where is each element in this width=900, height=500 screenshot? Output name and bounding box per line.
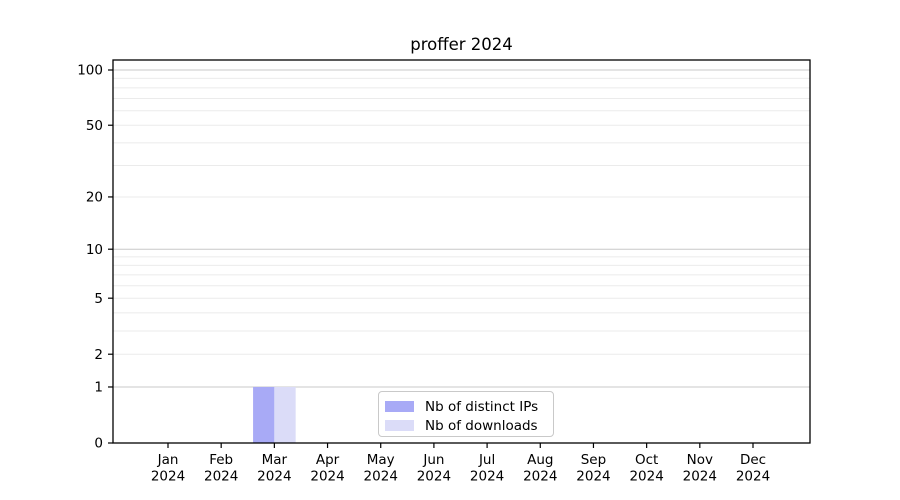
x-tick-label-may: May (367, 452, 395, 468)
x-tick-label-aug: Aug (527, 452, 553, 468)
x-tick-year-may: 2024 (364, 469, 398, 485)
x-tick-year-jul: 2024 (470, 469, 504, 485)
x-tick-label-sep: Sep (581, 452, 606, 468)
x-tick-label-apr: Apr (316, 452, 340, 468)
x-tick-label-jan: Jan (157, 452, 179, 468)
x-tick-label-jul: Jul (478, 452, 495, 468)
legend-label-distinct-ips: Nb of distinct IPs (425, 398, 539, 415)
legend-label-downloads: Nb of downloads (425, 417, 538, 434)
legend-item-distinct-ips: Nb of distinct IPs (385, 397, 553, 416)
bar-nb-of-distinct-ips-mar (253, 386, 275, 443)
chart-title: proffer 2024 (410, 35, 513, 54)
y-tick-label-5: 5 (94, 291, 103, 307)
x-tick-label-dec: Dec (740, 452, 766, 468)
x-tick-year-sep: 2024 (576, 469, 610, 485)
legend: Nb of distinct IPs Nb of downloads (378, 391, 554, 437)
y-tick-label-10: 10 (86, 242, 103, 258)
legend-swatch-distinct-ips (385, 401, 414, 412)
x-tick-year-dec: 2024 (736, 469, 770, 485)
y-tick-label-0: 0 (94, 436, 103, 452)
y-tick-label-2: 2 (94, 347, 103, 363)
legend-swatch-downloads (385, 420, 414, 431)
x-tick-label-jun: Jun (422, 452, 444, 468)
x-tick-year-mar: 2024 (257, 469, 291, 485)
x-tick-year-feb: 2024 (204, 469, 238, 485)
x-tick-year-apr: 2024 (310, 469, 344, 485)
y-tick-label-50: 50 (86, 118, 103, 134)
bar-nb-of-downloads-mar (274, 386, 296, 443)
x-tick-year-nov: 2024 (683, 469, 717, 485)
legend-item-downloads: Nb of downloads (385, 416, 553, 435)
y-tick-label-1: 1 (94, 380, 103, 396)
x-tick-year-jan: 2024 (151, 469, 185, 485)
x-tick-label-feb: Feb (209, 452, 233, 468)
x-tick-label-oct: Oct (635, 452, 658, 468)
x-tick-label-mar: Mar (262, 452, 288, 468)
x-tick-year-jun: 2024 (417, 469, 451, 485)
y-tick-label-20: 20 (86, 190, 103, 206)
y-tick-label-100: 100 (77, 63, 103, 79)
plot-border (112, 59, 811, 444)
x-tick-year-aug: 2024 (523, 469, 557, 485)
x-tick-label-nov: Nov (687, 452, 713, 468)
x-tick-year-oct: 2024 (629, 469, 663, 485)
